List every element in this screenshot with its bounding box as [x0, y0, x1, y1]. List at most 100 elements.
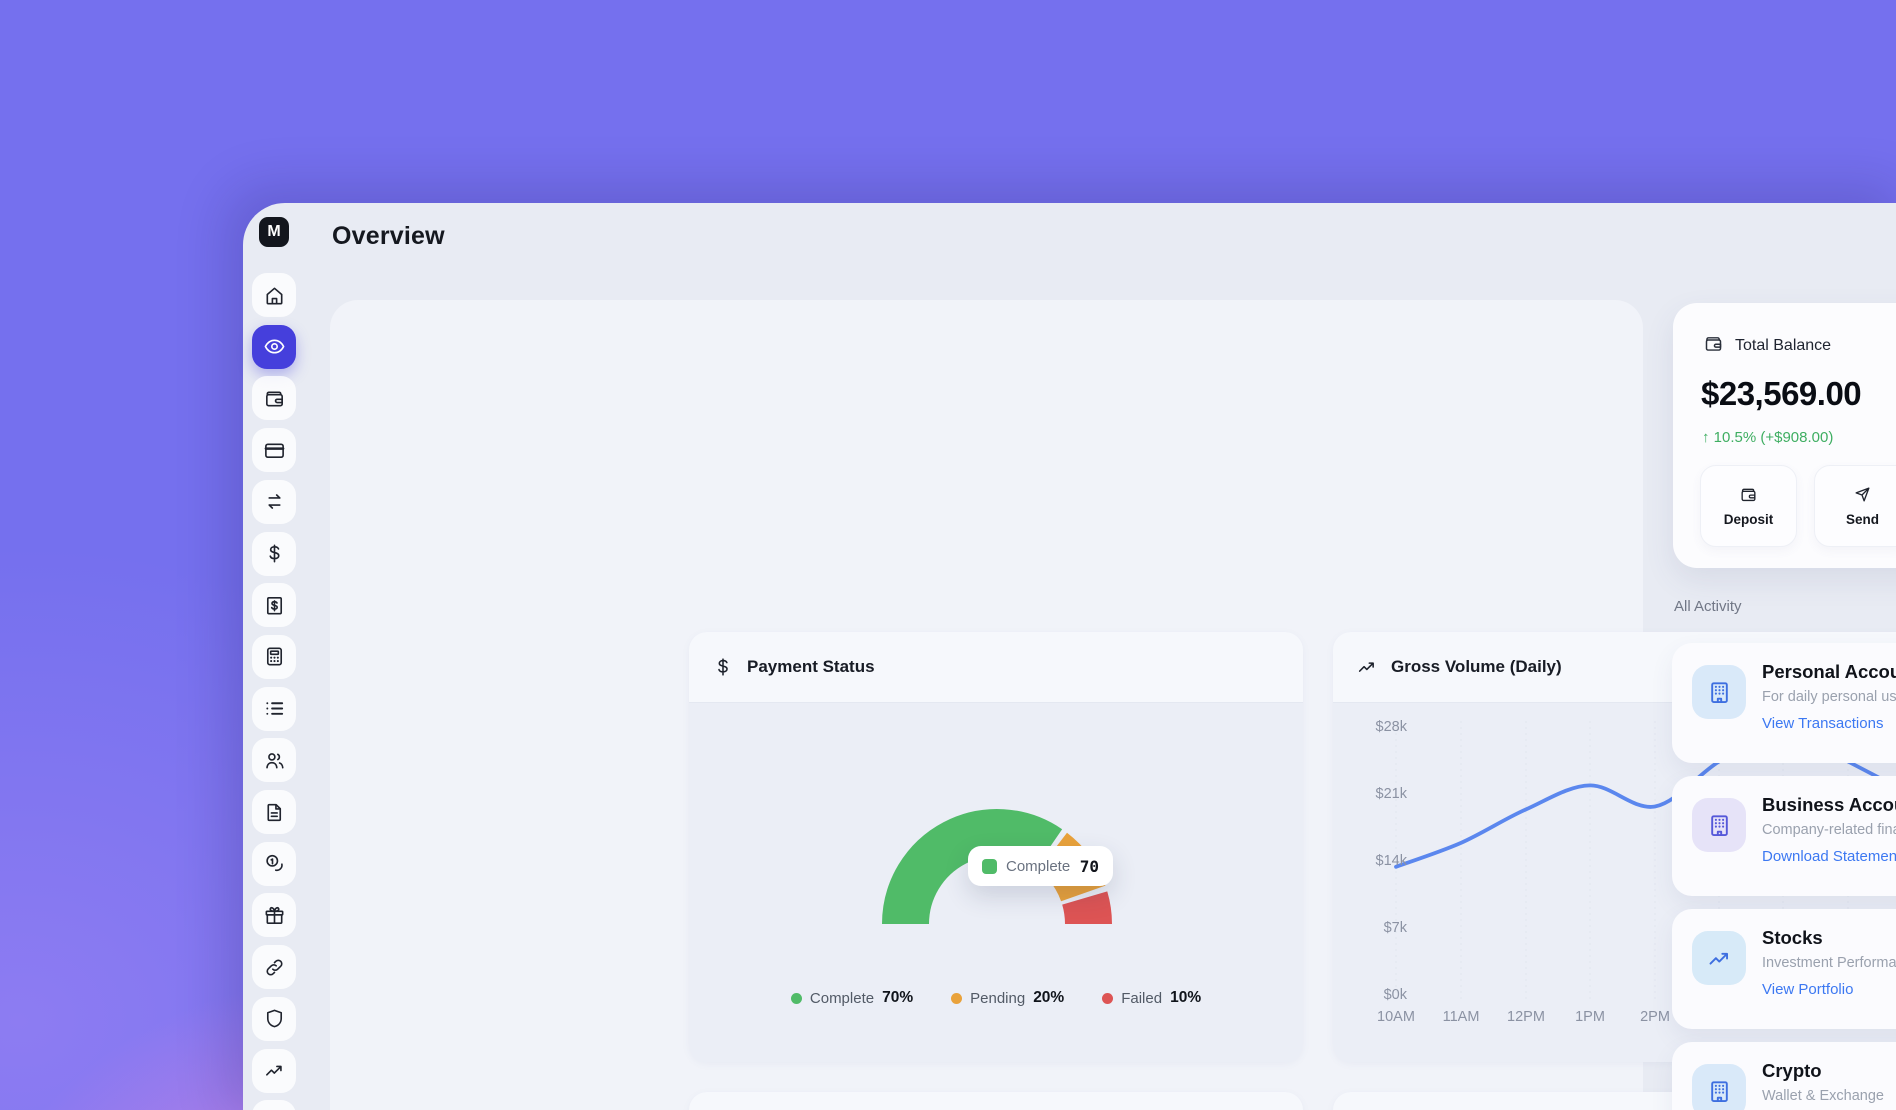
- x-axis-tick-label: 1PM: [1575, 1009, 1605, 1025]
- sidebar-item-credit-card[interactable]: [252, 428, 296, 473]
- tooltip-swatch: [982, 858, 997, 874]
- sidebar-item-invoice[interactable]: [252, 583, 296, 628]
- activity-heading: All Activity: [1674, 598, 1742, 615]
- sidebar-item-shield[interactable]: [252, 996, 296, 1041]
- y-axis-tick-label: $14k: [1375, 853, 1407, 869]
- sidebar-item-coins[interactable]: [252, 841, 296, 886]
- link-icon: [263, 956, 286, 979]
- list-icon: [263, 697, 286, 720]
- activity-title: Stocks: [1762, 927, 1823, 948]
- sidebar-item-dollar[interactable]: [252, 531, 296, 576]
- activity-link[interactable]: Download Statement: [1762, 848, 1896, 865]
- building-icon: [1692, 798, 1746, 852]
- activity-item-crypto[interactable]: Crypto Wallet & Exchange: [1672, 1042, 1896, 1110]
- sidebar-item-wallet[interactable]: [252, 376, 296, 421]
- y-axis-tick-label: $21k: [1375, 786, 1407, 802]
- legend-item: Failed 10%: [1102, 989, 1201, 1007]
- x-axis-tick-label: 10AM: [1377, 1009, 1415, 1025]
- card-title: Gross Volume (Daily): [1391, 657, 1562, 676]
- sidebar-item-smartphone[interactable]: [252, 1100, 296, 1110]
- send-button[interactable]: Send: [1814, 465, 1896, 547]
- activity-item-stocks[interactable]: Stocks Investment Performance View Portfol…: [1672, 909, 1896, 1029]
- balance-header: Total Balance: [1703, 333, 1831, 359]
- eye-icon: [263, 335, 286, 358]
- app-logo[interactable]: M: [259, 217, 289, 247]
- page-title: Overview: [332, 222, 445, 250]
- home-icon: [263, 284, 286, 307]
- activity-item-business-account[interactable]: Business Account Company-related finances…: [1672, 776, 1896, 896]
- sidebar-item-eye[interactable]: [252, 324, 296, 369]
- wallet-icon: [1739, 485, 1758, 504]
- x-axis-tick-label: 12PM: [1507, 1009, 1545, 1025]
- dollar-icon: [263, 542, 286, 565]
- deposit-button[interactable]: Deposit: [1700, 465, 1797, 547]
- transfer-icon: [263, 490, 286, 513]
- trend-up-icon: [1692, 931, 1746, 985]
- calculator-icon: [263, 645, 286, 668]
- sidebar-item-document[interactable]: [252, 790, 296, 834]
- legend-value: 20%: [1033, 989, 1065, 1006]
- credit-card-icon: [263, 439, 286, 462]
- invoice-icon: [263, 594, 286, 617]
- sidebar-item-home[interactable]: [252, 273, 296, 317]
- balance-label: Total Balance: [1735, 337, 1832, 354]
- y-axis-tick-label: $28k: [1375, 719, 1407, 735]
- activity-title: Business Account: [1762, 794, 1896, 815]
- legend-dot: [951, 992, 963, 1004]
- legend-label: Complete: [809, 989, 875, 1007]
- gauge-tooltip: Complete 70: [968, 846, 1113, 886]
- sidebar-item-list[interactable]: [252, 686, 296, 731]
- gift-icon: [263, 904, 286, 927]
- sidebar-item-users[interactable]: [252, 738, 296, 783]
- sidebar-item-gift[interactable]: [252, 893, 296, 938]
- legend-label: Pending: [970, 989, 1026, 1007]
- sidebar-item-transfer[interactable]: [252, 479, 296, 524]
- x-axis-tick-label: 11AM: [1442, 1009, 1480, 1025]
- card-header: Payment Status: [689, 632, 1303, 703]
- net-volume-card: Net Volume from Sales $80k$60k$40k$20k: [689, 1092, 1303, 1110]
- activity-subtitle: Wallet & Exchange: [1762, 1088, 1884, 1104]
- tooltip-value: 70: [1079, 856, 1099, 876]
- payment-status-card: Payment Status Complete 70 Complete 70% Pe…: [689, 632, 1303, 1062]
- activity-title: Crypto: [1762, 1060, 1822, 1081]
- activity-subtitle: Company-related finances: [1762, 822, 1896, 838]
- building-icon: [1692, 665, 1746, 719]
- activity-link[interactable]: View Portfolio: [1762, 981, 1854, 998]
- wallet-icon: [263, 387, 286, 410]
- y-axis-tick-label: $7k: [1383, 920, 1407, 936]
- shield-icon: [263, 1007, 286, 1030]
- legend-item: Complete 70%: [790, 989, 914, 1007]
- dollar-icon: [712, 656, 734, 678]
- y-axis-tick-label: $0k: [1383, 987, 1407, 1003]
- wallet-icon: [1703, 333, 1724, 359]
- legend-item: Pending 20%: [951, 989, 1064, 1007]
- sidebar-item-link[interactable]: [252, 945, 296, 990]
- users-icon: [263, 749, 286, 772]
- legend-label: Failed: [1121, 989, 1163, 1007]
- sidebar-item-calculator[interactable]: [252, 634, 296, 679]
- sidebar-item-trend-up[interactable]: [252, 1048, 296, 1093]
- building-icon: [1692, 1064, 1746, 1110]
- activity-item-personal-account[interactable]: Personal Account For daily personal use Vi…: [1672, 643, 1896, 763]
- gauge-legend: Complete 70% Pending 20% Failed 10%: [689, 989, 1303, 1007]
- tooltip-label: Complete: [1006, 857, 1071, 875]
- balance-change: ↑ 10.5% (+$908.00): [1702, 429, 1834, 446]
- card-title: Payment Status: [747, 657, 875, 676]
- card-header: Net Volume from Sales: [689, 1092, 1303, 1110]
- trend-up-icon: [1356, 656, 1378, 678]
- x-axis-tick-label: 2PM: [1640, 1009, 1670, 1025]
- dashboard-panel: Payment Status Complete 70 Complete 70% Pe…: [330, 300, 1896, 1110]
- legend-value: 70%: [882, 989, 914, 1006]
- activity-title: Personal Account: [1762, 661, 1896, 682]
- app-logo-letter: M: [267, 223, 281, 240]
- balance-amount: $23,569.00: [1701, 375, 1862, 412]
- legend-dot: [1102, 992, 1114, 1004]
- send-icon: [1853, 485, 1872, 504]
- document-icon: [263, 801, 286, 824]
- activity-subtitle: For daily personal use: [1762, 689, 1896, 705]
- coins-icon: [263, 852, 286, 875]
- activity-link[interactable]: View Transactions: [1762, 715, 1884, 732]
- legend-dot: [790, 992, 802, 1004]
- trend-up-icon: [263, 1059, 286, 1082]
